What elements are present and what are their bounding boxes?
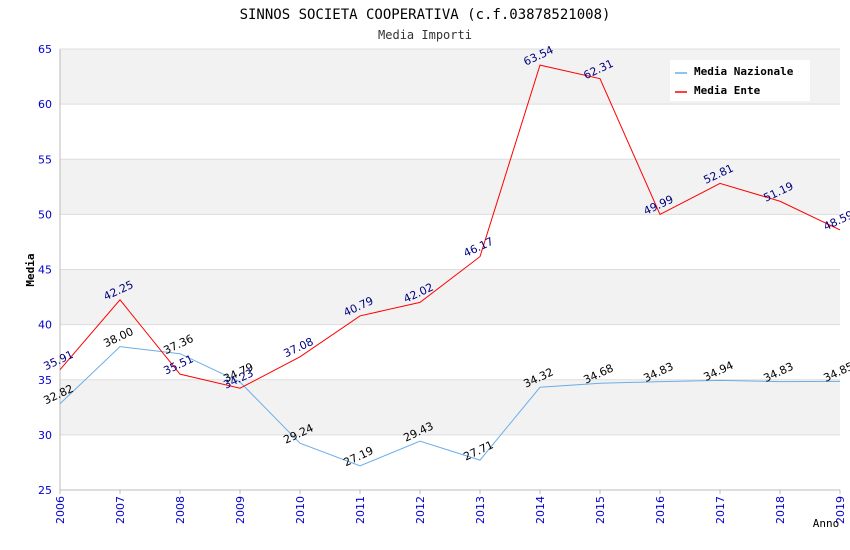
- x-tick-label: 2011: [354, 496, 367, 524]
- x-tick-label: 2008: [174, 496, 187, 524]
- x-tick-label: 2013: [474, 496, 487, 524]
- y-tick-label: 25: [38, 484, 52, 497]
- legend-label-media-ente: Media Ente: [694, 84, 761, 97]
- x-tick-label: 2015: [594, 496, 607, 524]
- series-line-media-ente: [59, 64, 841, 389]
- y-axis-title: Media: [24, 253, 37, 286]
- y-tick-label: 60: [38, 98, 52, 111]
- series-lines: [59, 64, 841, 467]
- y-tick-label: 40: [38, 319, 52, 332]
- x-tick-label: 2016: [654, 496, 667, 524]
- y-tick-label: 50: [38, 208, 52, 221]
- y-tick-label: 55: [38, 153, 52, 166]
- x-tick-label: 2019: [834, 496, 847, 524]
- background-bands: [60, 49, 840, 435]
- y-tick-label: 65: [38, 43, 52, 56]
- series-line-media-nazionale: [59, 346, 841, 467]
- data-label: 46.17: [461, 235, 495, 260]
- x-tick-label: 2007: [114, 496, 127, 524]
- legend: Media Nazionale Media Ente: [670, 60, 810, 101]
- chart-title: SINNOS SOCIETA COOPERATIVA (c.f.03878521…: [240, 7, 611, 23]
- legend-label-media-nazionale: Media Nazionale: [694, 65, 794, 78]
- grid-band: [60, 269, 840, 325]
- x-tick-label: 2012: [414, 496, 427, 524]
- x-tick-label: 2014: [534, 496, 547, 524]
- x-tick-label: 2010: [294, 496, 307, 524]
- grid-band: [60, 159, 840, 215]
- chart-subtitle: Media Importi: [378, 28, 472, 42]
- x-axis-title: Anno: [813, 517, 840, 530]
- data-label: 35.91: [41, 348, 75, 373]
- legend-box: [670, 60, 810, 101]
- y-tick-label: 45: [38, 264, 52, 277]
- data-label: 38.00: [101, 325, 135, 350]
- x-tick-label: 2018: [774, 496, 787, 524]
- x-tick-label: 2009: [234, 496, 247, 524]
- y-tick-label: 35: [38, 374, 52, 387]
- axes: 25 30 35 40 45 50 55 60 65 2006 2007 2008 2009 2010 20…: [38, 43, 847, 524]
- grid-band: [60, 379, 840, 435]
- data-label: 37.08: [281, 335, 315, 360]
- x-tick-label: 2017: [714, 496, 727, 524]
- y-tick-label: 30: [38, 429, 52, 442]
- x-tick-label: 2006: [54, 496, 67, 524]
- gridlines: [60, 48, 840, 491]
